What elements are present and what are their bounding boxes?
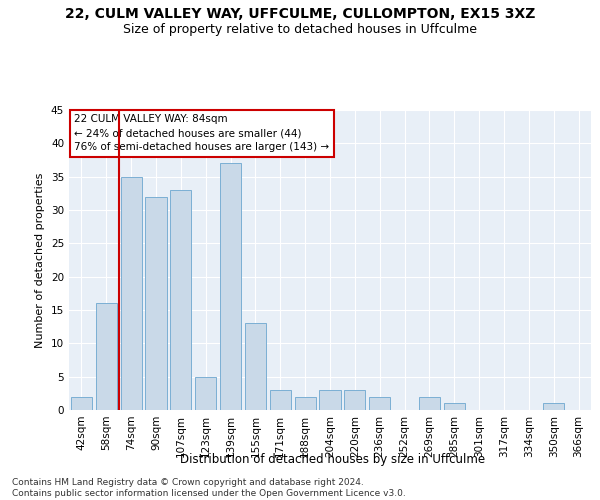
Bar (96, 304, 117, 410)
Text: 22, CULM VALLEY WAY, UFFCULME, CULLOMPTON, EX15 3XZ: 22, CULM VALLEY WAY, UFFCULME, CULLOMPTO… (65, 8, 535, 22)
Bar (220, 164, 241, 410)
Bar (170, 190, 191, 410)
Bar (344, 390, 365, 410)
Bar (319, 390, 341, 410)
Text: Size of property relative to detached houses in Uffculme: Size of property relative to detached ho… (123, 22, 477, 36)
Bar (245, 324, 266, 410)
Text: Distribution of detached houses by size in Uffculme: Distribution of detached houses by size … (181, 452, 485, 466)
Bar (295, 396, 316, 410)
Bar (543, 404, 564, 410)
Bar (270, 390, 291, 410)
Text: 22 CULM VALLEY WAY: 84sqm
← 24% of detached houses are smaller (44)
76% of semi-: 22 CULM VALLEY WAY: 84sqm ← 24% of detac… (74, 114, 329, 152)
Y-axis label: Number of detached properties: Number of detached properties (35, 172, 46, 348)
Bar (419, 396, 440, 410)
Text: Contains HM Land Registry data © Crown copyright and database right 2024.
Contai: Contains HM Land Registry data © Crown c… (12, 478, 406, 498)
Bar (121, 176, 142, 410)
Bar (444, 404, 465, 410)
Bar (369, 396, 390, 410)
Bar (71, 396, 92, 410)
Bar (195, 376, 216, 410)
Bar (145, 196, 167, 410)
